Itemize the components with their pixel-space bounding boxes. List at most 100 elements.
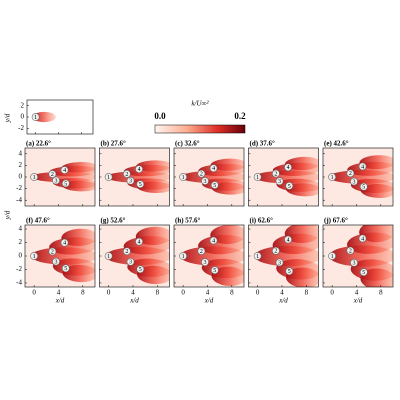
x-tick-label: 8 xyxy=(230,289,234,297)
marker-label: 3 xyxy=(129,179,132,185)
x-tick-label: 8 xyxy=(305,289,309,297)
marker-label: 5 xyxy=(362,270,365,276)
plume xyxy=(285,267,319,287)
marker xyxy=(126,176,135,185)
x-tick-label: 0 xyxy=(107,289,111,297)
x-tick-label: 8 xyxy=(379,289,383,297)
marker-label: 2 xyxy=(200,172,203,178)
marker xyxy=(210,181,219,189)
marker xyxy=(179,252,188,260)
y-label: y/d xyxy=(4,113,12,123)
marker-label: 3 xyxy=(353,261,356,267)
marker xyxy=(48,247,57,256)
marker xyxy=(126,257,135,266)
marker xyxy=(285,267,294,276)
plume xyxy=(137,265,170,285)
marker-label: 3 xyxy=(278,179,281,185)
marker-label: 5 xyxy=(362,185,365,191)
marker xyxy=(60,238,69,247)
marker-label: 5 xyxy=(64,266,67,272)
y-tick-label: 2 xyxy=(21,101,25,109)
y-tick-label: 2 xyxy=(19,238,23,246)
marker xyxy=(61,264,70,273)
marker xyxy=(284,163,292,172)
x-tick-label: 4 xyxy=(355,289,359,297)
x-label: x/d xyxy=(278,297,288,305)
panel-label: (g) 52.6° xyxy=(101,217,126,225)
y-tick-label: 4 xyxy=(19,225,23,233)
panel-label: (a) 22.6° xyxy=(26,140,51,148)
x-tick-label: 0 xyxy=(181,289,185,297)
marker-label: 2 xyxy=(51,249,54,255)
marker xyxy=(350,258,358,267)
marker-label: 1 xyxy=(107,254,110,260)
plume xyxy=(284,225,319,244)
marker-label: 4 xyxy=(138,167,141,173)
marker-label: 1 xyxy=(182,175,185,181)
y-tick-label: -4 xyxy=(16,279,22,287)
y-tick-label: -2 xyxy=(16,265,22,273)
marker-label: 5 xyxy=(213,183,216,189)
marker xyxy=(201,258,209,267)
marker-label: 4 xyxy=(212,238,215,244)
plume xyxy=(284,156,319,171)
marker xyxy=(328,252,337,260)
plume xyxy=(62,264,95,283)
marker xyxy=(104,252,113,260)
marker xyxy=(48,170,57,178)
marker-label: 4 xyxy=(361,164,364,170)
marker-label: 1 xyxy=(107,175,110,181)
marker-label: 2 xyxy=(125,249,128,255)
y-tick-label: 0 xyxy=(21,113,25,121)
marker-label: 1 xyxy=(182,254,185,260)
marker xyxy=(136,180,145,189)
marker-label: 5 xyxy=(139,182,142,188)
plume xyxy=(286,183,319,197)
panel xyxy=(25,225,95,287)
plume xyxy=(359,155,393,170)
marker xyxy=(60,166,69,174)
panel-label: (b) 27.6° xyxy=(101,140,127,148)
x-tick-label: 4 xyxy=(57,289,61,297)
marker xyxy=(359,182,368,191)
marker-label: 2 xyxy=(349,171,352,177)
x-label: x/d xyxy=(55,297,65,305)
marker-label: 1 xyxy=(34,115,37,121)
marker xyxy=(210,266,219,275)
x-tick-label: 0 xyxy=(330,289,334,297)
marker-label: 4 xyxy=(212,166,215,172)
marker-label: 5 xyxy=(139,267,142,273)
marker-label: 1 xyxy=(331,254,334,260)
plume xyxy=(210,158,244,171)
panel-label: (c) 32.6° xyxy=(175,140,200,148)
x-tick-label: 4 xyxy=(206,289,210,297)
marker-label: 5 xyxy=(213,268,216,274)
marker xyxy=(52,176,60,185)
marker xyxy=(52,257,60,266)
marker xyxy=(31,113,40,121)
panel-label: (j) 67.6° xyxy=(324,217,348,225)
x-tick-label: 4 xyxy=(131,289,135,297)
marker xyxy=(136,265,145,274)
marker xyxy=(30,173,39,181)
x-label: x/d xyxy=(204,297,214,305)
plume xyxy=(61,162,95,173)
marker xyxy=(253,173,262,181)
y-tick-label: 2 xyxy=(19,161,23,169)
plume xyxy=(360,268,393,287)
colorbar-min: 0.0 xyxy=(154,111,166,121)
marker-label: 3 xyxy=(204,179,207,185)
marker-label: 3 xyxy=(353,179,356,185)
marker xyxy=(285,181,294,190)
marker xyxy=(135,237,143,246)
marker-label: 2 xyxy=(349,248,352,254)
y-tick-label: -2 xyxy=(16,184,22,192)
marker xyxy=(135,165,143,174)
marker-label: 1 xyxy=(256,254,259,260)
plume xyxy=(137,181,170,194)
y-tick-label: 4 xyxy=(19,149,23,157)
y-tick-label: -2 xyxy=(18,124,24,132)
marker-label: 1 xyxy=(33,175,36,181)
panel-label: (i) 62.6° xyxy=(250,217,274,225)
